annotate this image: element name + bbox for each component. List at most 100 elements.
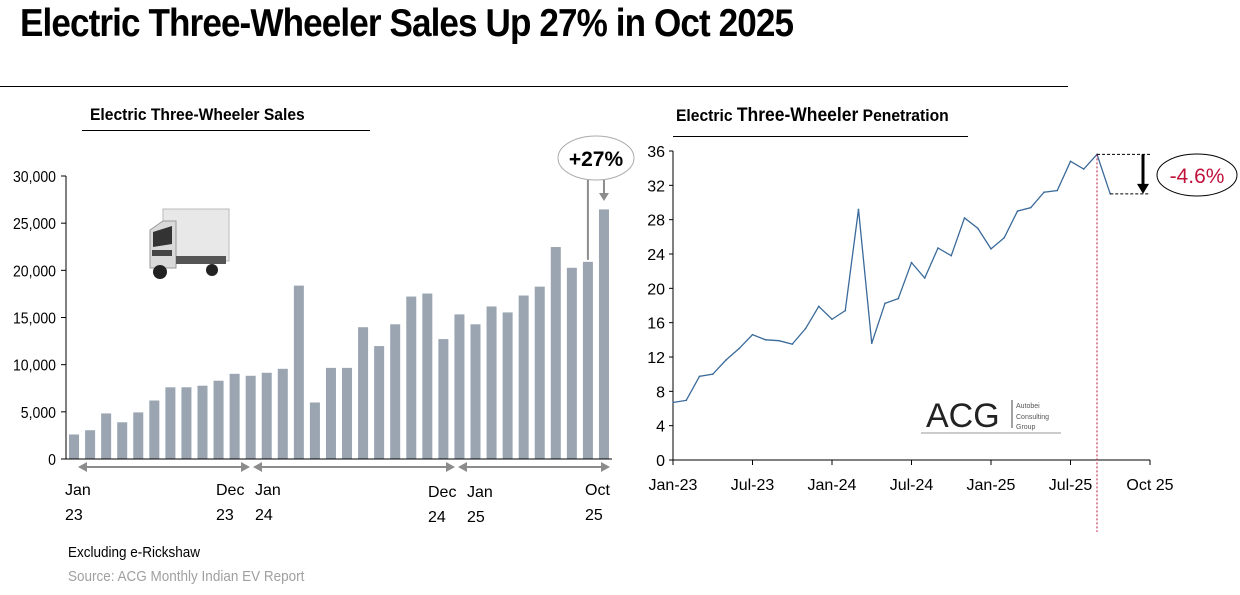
arrow-head bbox=[458, 462, 467, 472]
x-period-label: 24 bbox=[255, 507, 273, 524]
bar-May-25 bbox=[518, 295, 529, 459]
point-May-23 bbox=[725, 359, 727, 361]
logo-text: Autobei bbox=[1016, 403, 1040, 410]
bar-May-24 bbox=[325, 367, 336, 459]
acg-logo: ACG Autobei Consulting Group bbox=[921, 397, 1061, 435]
arrow-down-icon bbox=[1137, 183, 1149, 194]
x-tick-label: Jan-25 bbox=[967, 477, 1016, 494]
point-Nov-24 bbox=[963, 217, 966, 219]
bar-Oct-24 bbox=[406, 296, 417, 459]
point-Jan-23 bbox=[672, 401, 674, 404]
growth-annotation: +27% bbox=[569, 148, 624, 171]
decline-annotation: -4.6% bbox=[1170, 165, 1225, 188]
x-period-label: Dec bbox=[216, 482, 244, 499]
bar-Oct-25 bbox=[598, 209, 609, 459]
bar-Sep-24 bbox=[390, 324, 401, 459]
bar-Nov-24 bbox=[422, 293, 433, 459]
bar-Oct-23 bbox=[213, 380, 224, 459]
x-tick-label: Jan-24 bbox=[808, 477, 857, 494]
x-period-label: 23 bbox=[65, 507, 83, 524]
x-tick-label: Jan-23 bbox=[649, 477, 698, 494]
y-tick-label: 36 bbox=[647, 144, 665, 161]
bar-Jul-25 bbox=[550, 247, 561, 459]
bar-Feb-25 bbox=[470, 324, 481, 459]
bar-Apr-23 bbox=[117, 422, 128, 459]
bar-Jun-24 bbox=[342, 367, 353, 459]
x-tick-label: Oct 25 bbox=[1126, 477, 1173, 494]
point-Dec-24 bbox=[976, 227, 979, 230]
arrow-head bbox=[253, 462, 262, 472]
annotation-bubble bbox=[1156, 153, 1238, 197]
bar-title-underline bbox=[82, 130, 370, 131]
y-tick-label: 32 bbox=[647, 178, 665, 195]
y-tick-label: 20,000 bbox=[13, 263, 56, 281]
y-tick-label: 10,000 bbox=[13, 357, 56, 375]
annotation-arrow-icon bbox=[598, 193, 609, 201]
penetration-line bbox=[672, 153, 1111, 404]
point-May-25 bbox=[1043, 191, 1045, 193]
bar-Mar-23 bbox=[101, 413, 112, 459]
point-Dec-23 bbox=[817, 305, 820, 308]
page-title: Electric Three-Wheeler Sales Up 27% in O… bbox=[20, 2, 794, 45]
y-tick-label: 30,000 bbox=[13, 168, 56, 186]
y-tick-label: 28 bbox=[647, 213, 665, 230]
point-Jan-25 bbox=[990, 248, 992, 250]
point-Aug-24 bbox=[923, 277, 926, 279]
x-period-label: Oct bbox=[585, 482, 610, 499]
bar-Jul-23 bbox=[165, 387, 176, 459]
y-tick-label: 16 bbox=[647, 316, 665, 333]
y-tick-label: 20 bbox=[647, 281, 665, 298]
bar-Jul-24 bbox=[358, 327, 369, 459]
point-Jun-23 bbox=[738, 347, 741, 350]
point-Mar-24 bbox=[857, 208, 860, 211]
annotation-bubble bbox=[557, 135, 635, 181]
x-period-label: Jan bbox=[255, 482, 281, 499]
point-Apr-23 bbox=[711, 373, 714, 375]
x-period-label: Jan bbox=[467, 484, 493, 501]
point-Apr-24 bbox=[870, 342, 873, 345]
bar-Dec-24 bbox=[438, 339, 449, 459]
point-Jul-24 bbox=[910, 261, 913, 264]
arrow-head bbox=[241, 462, 250, 472]
point-Nov-23 bbox=[804, 327, 807, 330]
point-Apr-25 bbox=[1029, 206, 1032, 209]
line-title-underline bbox=[673, 136, 968, 137]
point-Feb-24 bbox=[844, 309, 847, 312]
x-period-label: Dec bbox=[428, 484, 456, 501]
x-period-label: Jan bbox=[65, 482, 91, 499]
footnote: Excluding e-Rickshaw bbox=[68, 544, 201, 561]
point-Jun-24 bbox=[897, 297, 900, 300]
bar-chart-title: Electric Three-Wheeler Sales bbox=[90, 105, 305, 124]
bar-Dec-23 bbox=[245, 375, 256, 459]
point-Jan-24 bbox=[831, 318, 833, 321]
bar-Jun-25 bbox=[534, 286, 545, 459]
bar-Aug-25 bbox=[566, 267, 577, 459]
line-chart: 0 4 8 12 16 20 24 28 32 36 Jan-23 Jul-23 Jan-24 Jul-2… bbox=[647, 144, 1238, 532]
bar-Mar-25 bbox=[486, 306, 497, 459]
point-Jul-23 bbox=[751, 333, 754, 336]
bar-chart: 0 5,000 10,000 15,000 20,000 25,000 30,000 Jan 2… bbox=[13, 135, 635, 526]
x-period-label: 24 bbox=[428, 509, 446, 526]
y-tick-label: 24 bbox=[647, 247, 665, 264]
arrow-head bbox=[78, 462, 87, 472]
x-tick-label: Jul-24 bbox=[890, 477, 934, 494]
line-title-part: Three-Wheeler bbox=[736, 105, 859, 126]
y-tick-label: 5,000 bbox=[21, 404, 56, 422]
bar-Mar-24 bbox=[293, 285, 304, 459]
x-period-label: 23 bbox=[216, 507, 234, 524]
point-Feb-23 bbox=[685, 399, 688, 402]
point-Oct-24 bbox=[950, 254, 953, 257]
x-tick-label: Jul-23 bbox=[731, 477, 775, 494]
bar-Sep-25 bbox=[582, 261, 593, 459]
logo-mark: ACG bbox=[926, 397, 1000, 435]
source-note: Source: ACG Monthly Indian EV Report bbox=[68, 568, 305, 585]
point-Aug-25 bbox=[1082, 168, 1085, 170]
bar-Apr-24 bbox=[309, 402, 320, 459]
point-Mar-23 bbox=[698, 375, 701, 378]
point-Feb-25 bbox=[1003, 236, 1006, 239]
point-Jul-25 bbox=[1069, 160, 1072, 163]
y-tick-label: 0 bbox=[656, 453, 665, 470]
x-period-label: 25 bbox=[467, 509, 485, 526]
point-Aug-23 bbox=[764, 339, 767, 341]
